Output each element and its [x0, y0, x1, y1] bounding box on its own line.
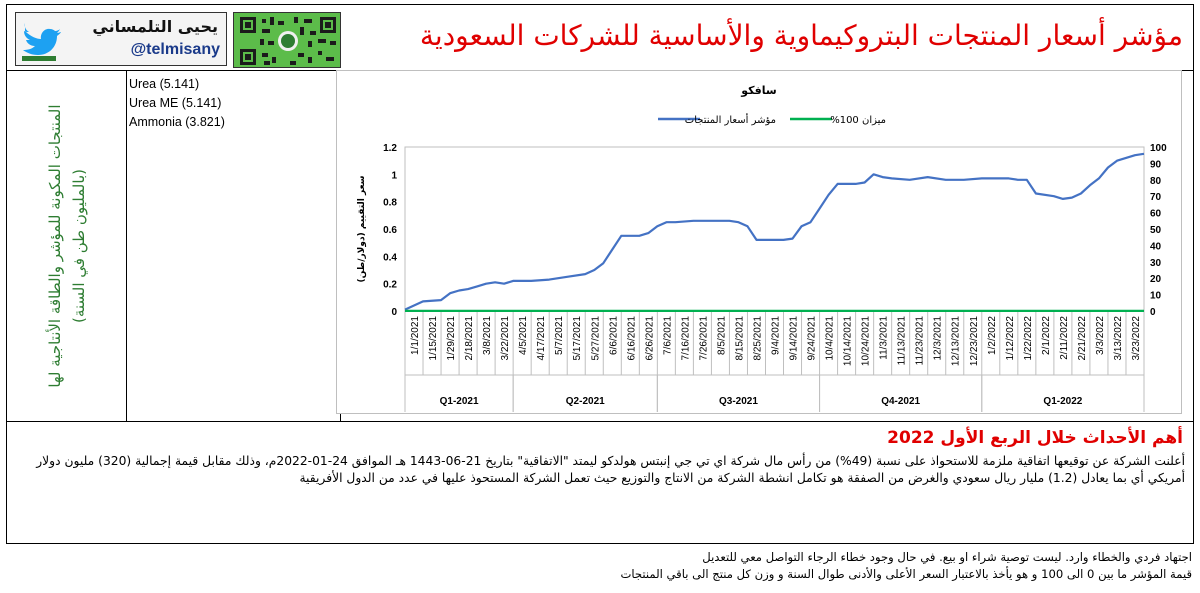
y-tick-label: 0.8	[383, 198, 397, 209]
y-tick-label: 0.4	[383, 252, 397, 263]
x-tick-label: 12/13/2021	[951, 316, 962, 366]
qr-code	[233, 12, 341, 68]
x-tick-label: 1/2/2022	[987, 316, 998, 355]
header-row: يحيى التلمساني @telmisany مؤشر أسعار الم…	[7, 5, 1193, 71]
x-tick-label: 3/22/2021	[500, 316, 511, 361]
brand-box: يحيى التلمساني @telmisany	[15, 12, 227, 66]
brand-name: يحيى التلمساني	[92, 17, 218, 36]
x-tick-label: 1/22/2022	[1023, 316, 1034, 361]
x-tick-label: 9/24/2021	[807, 316, 818, 361]
x-tick-label: 1/1/2021	[410, 316, 421, 355]
list-item: Urea (5.141)	[129, 77, 200, 91]
index-explanation: قيمة المؤشر ما بين 0 الى 100 و هو يأخذ ب…	[620, 567, 1192, 581]
x-tick-label: 11/13/2021	[897, 316, 908, 366]
quarter-label: Q4-2021	[881, 396, 920, 407]
x-tick-label: 2/21/2022	[1077, 316, 1088, 361]
x-tick-label: 6/26/2021	[644, 316, 655, 361]
list-item: Urea ME (5.141)	[129, 96, 222, 110]
x-tick-label: 8/25/2021	[752, 316, 763, 361]
x-tick-label: 12/3/2021	[933, 316, 944, 361]
x-tick-label: 2/11/2022	[1059, 316, 1070, 360]
x-tick-label: 4/5/2021	[518, 316, 529, 355]
disclaimer-line: اجتهاد فردي والخطاء وارد. ليست توصية شرا…	[702, 550, 1192, 564]
y2-tick-label: 100	[1150, 143, 1167, 154]
page-title: مؤشر أسعار المنتجات البتروكيماوية والأسا…	[419, 19, 1183, 52]
y-tick-label: 1.2	[383, 143, 397, 154]
y2-tick-label: 90	[1150, 159, 1162, 170]
x-tick-label: 4/17/2021	[536, 316, 547, 361]
chart-container: 0 0.2 0.4 0.6 0.8 1 1.2 0 10 20 30 40 50 60 70 80 90 100 س…	[336, 70, 1182, 414]
line-chart: 0 0.2 0.4 0.6 0.8 1 1.2 0 10 20 30 40 50 60 70 80 90 100 س…	[336, 70, 1182, 414]
y2-tick-label: 50	[1150, 225, 1162, 236]
x-tick-label: 7/16/2021	[680, 316, 691, 361]
x-tick-label: 2/18/2021	[464, 316, 475, 361]
legend-item: ميزان 100%	[790, 115, 886, 126]
y2-tick-label: 80	[1150, 176, 1162, 187]
x-tick-label: 3/8/2021	[482, 316, 493, 355]
x-tick-label: 11/23/2021	[915, 316, 926, 366]
company-info-text: المنتجات المكونة للمؤشر والطاقة الأنتاجي…	[46, 104, 88, 388]
y2-tick-label: 0	[1150, 307, 1156, 318]
x-tick-label: 8/5/2021	[716, 316, 727, 355]
brand-handle: @telmisany	[130, 41, 220, 58]
x-tick-label: 2/1/2022	[1041, 316, 1052, 355]
series-line	[404, 152, 1145, 311]
y2-tick-label: 10	[1150, 291, 1162, 302]
quarter-label: Q3-2021	[719, 396, 758, 407]
x-tick-label: 6/6/2021	[608, 316, 619, 355]
chart-title: سافكو	[740, 84, 776, 97]
x-tick-label: 8/15/2021	[734, 316, 745, 361]
x-tick-label: 9/14/2021	[789, 316, 800, 361]
events-title: أهم الأحداث خلال الربع الأول 2022	[887, 428, 1183, 448]
legend-item: مؤشر أسعار المنتجات	[658, 113, 776, 126]
x-tick-label: 1/29/2021	[446, 316, 457, 361]
x-tick-label: 5/27/2021	[590, 316, 601, 361]
x-tick-label: 5/7/2021	[554, 316, 565, 355]
twitter-bird-icon	[22, 23, 61, 61]
qr-code-icon	[240, 17, 336, 65]
x-tick-label: 11/3/2021	[879, 316, 890, 360]
y2-tick-label: 70	[1150, 192, 1162, 203]
x-tick-label: 1/15/2021	[428, 316, 439, 361]
x-tick-label: 12/23/2021	[969, 316, 980, 366]
x-tick-label: 3/13/2022	[1113, 316, 1124, 361]
products-list: Urea (5.141) Urea ME (5.141) Ammonia (3.…	[127, 71, 341, 421]
x-tick-label: 10/4/2021	[825, 316, 836, 361]
x-tick-label: 3/23/2022	[1131, 316, 1142, 361]
y-tick-label: 1	[391, 170, 397, 181]
quarter-label: Q1-2021	[440, 396, 479, 407]
quarter-label: Q2-2021	[566, 396, 605, 407]
y2-tick-label: 40	[1150, 241, 1162, 252]
x-tick-label: 3/3/2022	[1095, 316, 1106, 355]
events-line: أمريكي أي بما يعادل (1.2) مليار ريال سعو…	[299, 471, 1185, 485]
legend-label: مؤشر أسعار المنتجات	[685, 113, 776, 126]
y-tick-label: 0.6	[383, 225, 397, 236]
x-tick-label: 9/4/2021	[771, 316, 782, 355]
list-item: Ammonia (3.821)	[129, 115, 225, 129]
y-tick-label: 0	[391, 307, 397, 318]
x-tick-label: 7/26/2021	[698, 316, 709, 361]
x-tick-label: 10/24/2021	[861, 316, 872, 366]
x-tick-label: 7/6/2021	[662, 316, 673, 355]
x-tick-label: 5/17/2021	[572, 316, 583, 361]
x-tick-label: 6/16/2021	[626, 316, 637, 361]
y2-tick-label: 20	[1150, 274, 1162, 285]
x-tick-label: 1/12/2022	[1005, 316, 1016, 361]
x-tick-label: 10/14/2021	[843, 316, 854, 366]
report-frame: يحيى التلمساني @telmisany مؤشر أسعار الم…	[6, 4, 1194, 544]
y2-tick-label: 60	[1150, 209, 1162, 220]
y-axis-label: سعر التقييم (دولار/طن)	[357, 175, 367, 282]
events-line: أعلنت الشركة عن توقيعها اتفاقية ملزمة لل…	[36, 454, 1185, 468]
quarter-label: Q1-2022	[1043, 396, 1082, 407]
events-text: أعلنت الشركة عن توقيعها اتفاقية ملزمة لل…	[19, 453, 1185, 487]
legend-label: ميزان 100%	[830, 115, 886, 126]
footer: اجتهاد فردي والخطاء وارد. ليست توصية شرا…	[12, 549, 1192, 583]
company-column: المنتجات المكونة للمؤشر والطاقة الأنتاجي…	[7, 71, 127, 421]
y-tick-label: 0.2	[383, 280, 397, 291]
y2-tick-label: 30	[1150, 258, 1162, 269]
events-section: أهم الأحداث خلال الربع الأول 2022 أعلنت …	[7, 421, 1193, 543]
